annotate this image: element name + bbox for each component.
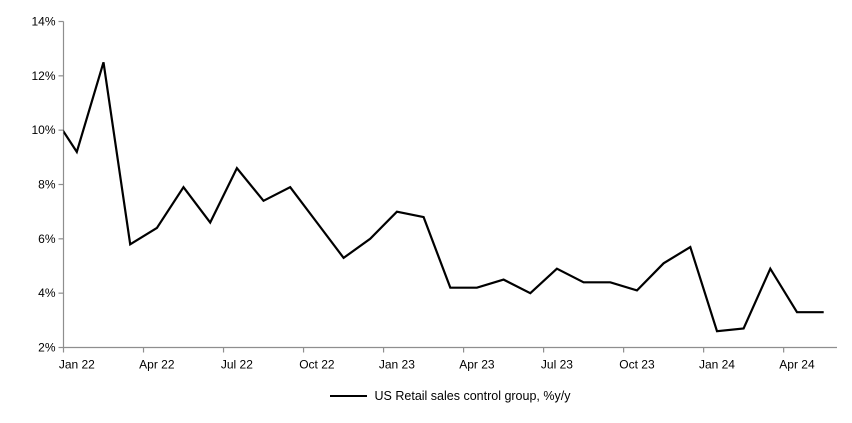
legend-label: US Retail sales control group, %y/y (374, 389, 571, 403)
line-chart-canvas: 2% 4% 6% 8% 10% 12% 14% Jan 22 Apr 22 Jul 22 Oct 2… (31, 15, 837, 372)
x-axis-tick-label: Jan 23 (379, 358, 415, 372)
x-axis-tick-label: Apr 22 (139, 358, 175, 372)
y-axis-tick-label: 8% (38, 178, 56, 192)
y-axis-tick-label: 14% (31, 15, 55, 29)
y-axis-tick-label: 2% (38, 341, 56, 355)
legend-line-marker (329, 395, 367, 397)
chart-legend: US Retail sales control group, %y/y (63, 388, 837, 404)
y-axis-tick-label: 10% (31, 123, 55, 137)
y-axis-tick-label: 6% (38, 232, 56, 246)
x-axis-tick-label: Oct 22 (299, 358, 335, 372)
x-axis-tick-label: Jul 22 (221, 358, 253, 372)
x-axis-tick-label: Jan 24 (699, 358, 735, 372)
y-axis-tick-label: 4% (38, 286, 56, 300)
y-axis-tick-label: 12% (31, 69, 55, 83)
data-line-retail-sales (63, 61, 824, 333)
x-axis-tick-label: Jan 22 (59, 358, 95, 372)
x-axis-tick-label: Jul 23 (541, 358, 573, 372)
x-axis-tick-label: Oct 23 (619, 358, 655, 372)
x-axis-tick-label: Apr 23 (459, 358, 495, 372)
x-axis-tick-label: Apr 24 (779, 358, 815, 372)
